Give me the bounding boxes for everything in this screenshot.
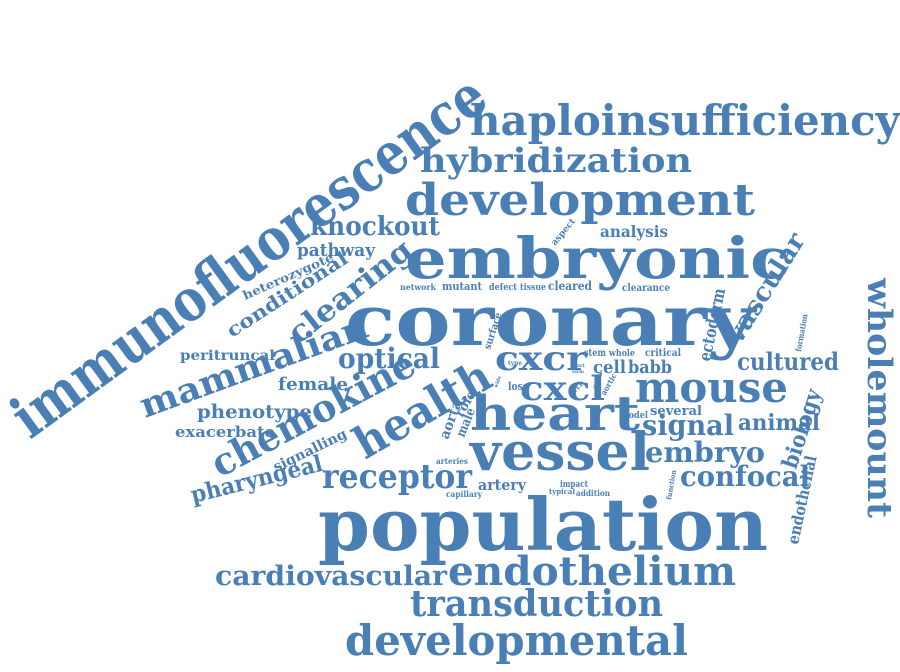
word-hybridization: hybridization: [420, 141, 692, 181]
word-addition: addition: [576, 488, 610, 498]
word-defect: defect: [489, 283, 518, 293]
word-stem: stem: [584, 348, 606, 359]
word-loss: loss: [508, 380, 528, 393]
word-part: part: [573, 363, 586, 369]
word-impact: impact: [560, 480, 589, 490]
word-developmental: developmental: [345, 616, 688, 665]
word-peritruncal: peritruncal: [180, 348, 275, 364]
word-network: network: [400, 282, 436, 292]
word-optical: optical: [338, 342, 440, 375]
word-artery: artery: [478, 476, 527, 494]
word-model: model: [620, 411, 649, 421]
word-cleared: cleared: [548, 279, 593, 293]
word-population: population: [318, 482, 768, 567]
word-mouse: mouse: [635, 363, 788, 412]
word-receptor: receptor: [322, 457, 473, 497]
word-arteries: arteries: [436, 456, 468, 466]
word-cxcl: cxcl: [520, 369, 605, 409]
word-capillary: capillary: [446, 489, 482, 499]
word-heart: heart: [470, 386, 640, 442]
word-tissue: tissue: [520, 283, 546, 293]
word-analysis: analysis: [600, 222, 668, 241]
word-mutant: mutant: [442, 280, 483, 293]
word-cxcr: cxcr: [495, 339, 588, 379]
word-transduction: transduction: [410, 583, 663, 625]
word-cultured: cultured: [737, 347, 839, 376]
word-embryonic: embryonic: [405, 226, 790, 292]
word-development: development: [405, 175, 756, 226]
word-vessel: vessel: [469, 422, 650, 483]
word-phenotype: phenotype: [197, 401, 312, 423]
word-term: term: [572, 369, 585, 375]
word-cell: cell: [593, 357, 626, 378]
word-female: female: [278, 374, 348, 395]
word-pathway: pathway: [297, 240, 375, 261]
word-knockout: knockout: [310, 212, 440, 242]
word-clearance: clearance: [622, 283, 670, 294]
word-coronary: coronary: [345, 279, 758, 362]
word-exacerbate: exacerbate: [175, 423, 275, 441]
word-animal: animal: [738, 410, 820, 436]
word-cardiovascular: cardiovascular: [215, 561, 448, 592]
word-typical: typical: [549, 487, 575, 496]
word-babb: babb: [628, 357, 672, 378]
word-confocal: confocal: [680, 460, 810, 493]
word-wide: wide: [493, 375, 503, 389]
word-embryo: embryo: [645, 436, 765, 469]
word-haploinsufficiency: haploinsufficiency: [470, 96, 900, 145]
word-type: type: [508, 360, 522, 367]
word-endothelium: endothelium: [448, 548, 736, 595]
word-signal: signal: [642, 409, 734, 442]
word-whole: whole: [608, 349, 635, 359]
word-several: several: [650, 404, 702, 419]
word-wholemount: wholemount: [859, 277, 899, 518]
word-critical: critical: [645, 348, 681, 359]
